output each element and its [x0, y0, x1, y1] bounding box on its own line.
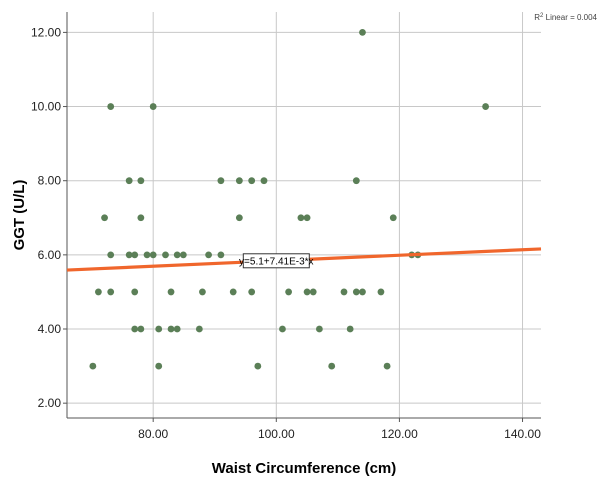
data-point [229, 288, 237, 296]
data-point [125, 251, 133, 259]
y-tick-label: 8.00 [38, 174, 62, 188]
data-point [303, 288, 311, 296]
data-point [155, 362, 163, 370]
data-point [107, 288, 115, 296]
equation-label: y=5.1+7.41E-3*x [239, 256, 314, 267]
data-point [131, 325, 139, 333]
r2-value: Linear = 0.004 [543, 13, 597, 22]
data-point [377, 288, 385, 296]
data-point [101, 214, 108, 222]
data-point [315, 325, 323, 333]
data-point [173, 325, 181, 333]
y-tick-label: 10.00 [31, 100, 61, 114]
data-point [179, 251, 187, 259]
data-point [162, 251, 169, 259]
data-point [167, 325, 175, 333]
data-point [94, 288, 102, 296]
y-tick-label: 2.00 [38, 396, 62, 410]
data-point [137, 177, 145, 185]
data-point [346, 325, 354, 333]
data-point [359, 28, 366, 36]
x-tick-label: 140.00 [504, 427, 541, 441]
data-point [173, 251, 181, 259]
data-point [260, 177, 268, 185]
data-point [195, 325, 203, 333]
data-point [359, 288, 366, 296]
data-point [352, 288, 360, 296]
data-point [340, 288, 348, 296]
r-squared-label: R2 Linear = 0.004 [534, 13, 597, 22]
data-point [217, 251, 225, 259]
data-point [149, 251, 157, 259]
r2-base: R [534, 13, 540, 22]
data-point [155, 325, 163, 333]
y-tick-label: 4.00 [38, 322, 62, 336]
data-point [248, 288, 256, 296]
data-point [205, 251, 212, 259]
y-axis-ticks: 2.00 4.00 6.00 8.00 10.00 12.00 [31, 25, 67, 410]
data-point [303, 214, 311, 222]
data-point [235, 214, 243, 222]
data-point [352, 177, 360, 185]
y-tick-label: 6.00 [38, 248, 62, 262]
data-point [309, 288, 317, 296]
data-point [89, 362, 97, 370]
data-point [235, 177, 243, 185]
data-point [125, 177, 133, 185]
y-axis-label: GGT (U/L) [11, 180, 28, 251]
data-point [107, 103, 115, 110]
fit-line-group: y=5.1+7.41E-3*x [66, 247, 542, 272]
data-point [285, 288, 293, 296]
data-point [137, 325, 145, 333]
data-point [149, 103, 157, 110]
data-point [107, 251, 115, 259]
x-tick-label: 100.00 [258, 427, 295, 441]
data-point [482, 103, 489, 110]
data-point [217, 177, 225, 185]
data-point [143, 251, 151, 259]
data-point [167, 288, 175, 296]
y-tick-label: 12.00 [31, 25, 61, 39]
data-point [383, 362, 391, 370]
data-point [328, 362, 336, 370]
data-point [254, 362, 262, 370]
x-tick-label: 120.00 [381, 427, 418, 441]
data-point [389, 214, 397, 222]
x-axis-ticks: 80.00 100.00 120.00 140.00 [138, 418, 541, 441]
data-point [199, 288, 206, 296]
data-point [131, 288, 139, 296]
x-tick-label: 80.00 [138, 427, 168, 441]
axes [66, 12, 541, 419]
equation-box [242, 253, 310, 269]
x-axis-label: Waist Circumference (cm) [212, 460, 397, 477]
data-point [297, 214, 305, 222]
data-point [248, 177, 256, 185]
r2-superscript: 2 [540, 13, 544, 19]
data-point [131, 251, 139, 259]
data-point [137, 214, 145, 222]
data-point [279, 325, 286, 333]
data-points [89, 28, 489, 370]
